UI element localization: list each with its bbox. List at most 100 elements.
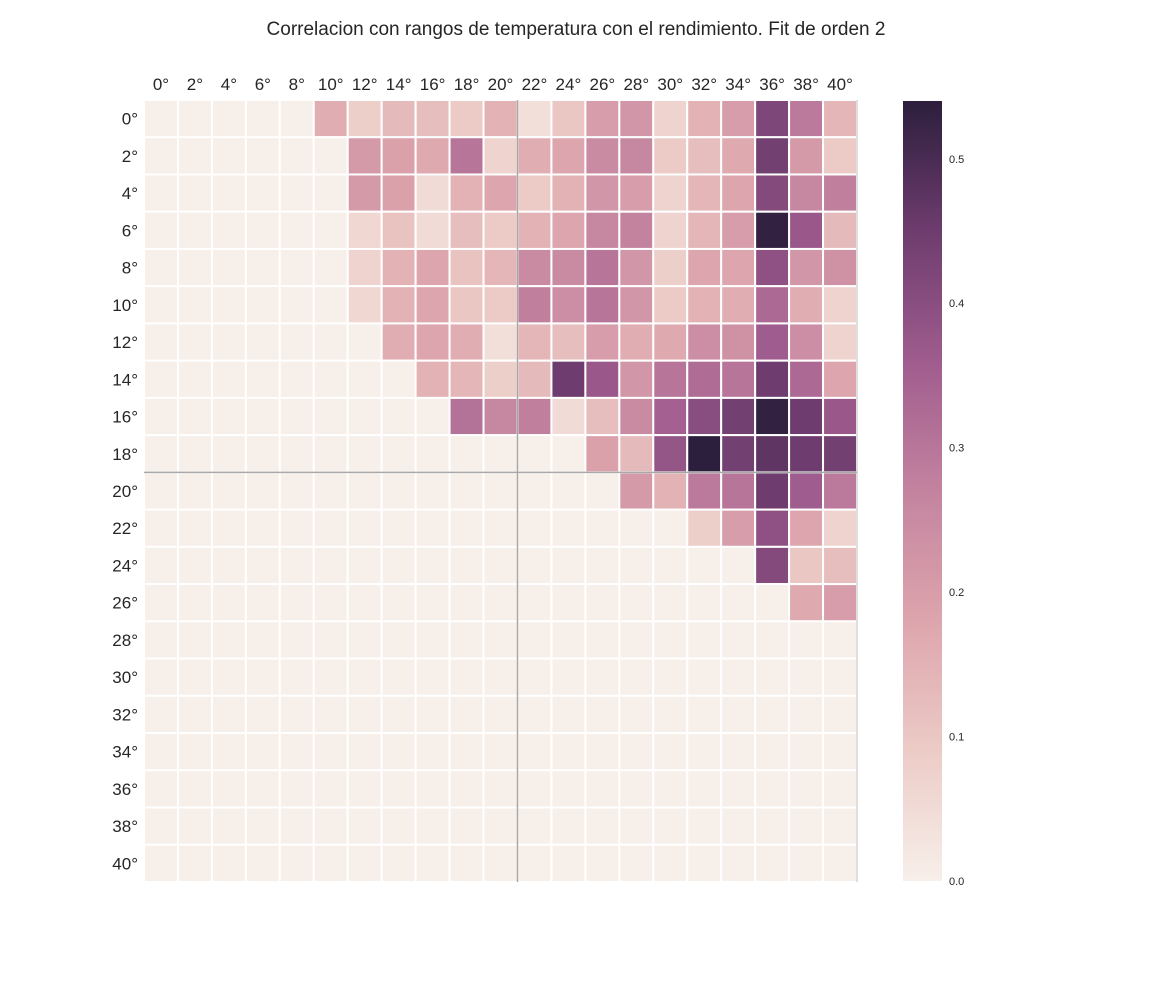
heatmap-cell — [312, 769, 349, 809]
heatmap-cell — [482, 99, 519, 139]
heatmap-cell — [482, 545, 519, 586]
x-tick-label: 6° — [255, 75, 271, 94]
heatmap-cell — [414, 545, 451, 586]
heatmap-cell — [618, 136, 655, 176]
heatmap-cell — [210, 210, 247, 250]
heatmap-cell — [652, 136, 689, 176]
heatmap-cell — [584, 769, 621, 809]
heatmap-cell — [210, 583, 247, 623]
heatmap-cell — [516, 136, 553, 176]
heatmap-cell — [244, 210, 281, 250]
heatmap-cell — [244, 322, 281, 362]
heatmap-cell — [448, 694, 485, 735]
heatmap-cell — [346, 99, 383, 139]
heatmap-cell — [822, 508, 858, 548]
heatmap-cell — [176, 694, 213, 735]
heatmap-cell — [176, 285, 213, 325]
heatmap-cell — [754, 694, 791, 735]
y-tick-label: 16° — [112, 408, 138, 427]
heatmap-cell — [652, 396, 689, 437]
heatmap-cell — [176, 583, 213, 623]
heatmap-cell — [176, 210, 213, 250]
heatmap-cell — [380, 769, 417, 809]
heatmap-cell — [720, 732, 757, 772]
heatmap-cell — [516, 247, 553, 288]
heatmap-cell — [754, 843, 791, 883]
heatmap-cell — [312, 657, 349, 697]
heatmap-cell — [380, 583, 417, 623]
heatmap-cell — [143, 545, 179, 586]
heatmap-cell — [448, 732, 485, 772]
heatmap-cell — [244, 359, 281, 399]
heatmap-cell — [720, 620, 757, 660]
heatmap-cell — [652, 285, 689, 325]
heatmap-cell — [652, 99, 689, 139]
heatmap-cell — [550, 806, 587, 846]
heatmap-cell — [346, 173, 383, 213]
heatmap-cell — [312, 545, 349, 586]
heatmap-cell — [550, 285, 587, 325]
heatmap-cell — [584, 843, 621, 883]
heatmap-cell — [143, 508, 179, 548]
heatmap-cell — [448, 545, 485, 586]
heatmap-cell — [516, 359, 553, 399]
heatmap-cell — [414, 173, 451, 213]
heatmap-cell — [550, 769, 587, 809]
heatmap-cell — [312, 173, 349, 213]
heatmap-cell — [686, 806, 723, 846]
colorbar-tick-label: 0.0 — [949, 876, 964, 888]
y-tick-label: 22° — [112, 519, 138, 538]
heatmap-cell — [652, 322, 689, 362]
heatmap-cell — [754, 99, 791, 139]
heatmap-cell — [550, 843, 587, 883]
heatmap-cell — [210, 359, 247, 399]
heatmap-cell — [414, 843, 451, 883]
heatmap-cell — [210, 173, 247, 213]
heatmap-cell — [278, 173, 315, 213]
y-tick-label: 34° — [112, 743, 138, 762]
heatmap-cell — [448, 806, 485, 846]
heatmap-cell — [788, 99, 825, 139]
heatmap-cell — [210, 434, 247, 474]
heatmap-cell — [788, 732, 825, 772]
heatmap-cell — [414, 285, 451, 325]
heatmap-cell — [244, 136, 281, 176]
heatmap-cell — [822, 769, 858, 809]
heatmap-cell — [822, 247, 858, 288]
heatmap-cell — [550, 396, 587, 437]
heatmap-cell — [788, 620, 825, 660]
heatmap-cell — [143, 285, 179, 325]
heatmap-cell — [143, 843, 179, 883]
heatmap-cell — [482, 434, 519, 474]
heatmap-cell — [244, 173, 281, 213]
heatmap-cell — [686, 136, 723, 176]
heatmap-cell — [380, 545, 417, 586]
heatmap-cell — [754, 173, 791, 213]
heatmap-cell — [652, 657, 689, 697]
heatmap-cell — [312, 732, 349, 772]
heatmap-cell — [822, 657, 858, 697]
heatmap-cell — [720, 583, 757, 623]
heatmap-cell — [312, 136, 349, 176]
heatmap-cell — [754, 545, 791, 586]
heatmap-cell — [380, 620, 417, 660]
chart-title: Correlacion con rangos de temperatura co… — [267, 19, 886, 40]
heatmap-cell — [482, 136, 519, 176]
heatmap-cell — [584, 99, 621, 139]
heatmap-cell — [788, 247, 825, 288]
heatmap-cell — [550, 471, 587, 511]
heatmap-cell — [176, 247, 213, 288]
x-tick-label: 16° — [420, 75, 446, 94]
heatmap-cell — [176, 322, 213, 362]
heatmap-cell — [754, 657, 791, 697]
colorbar-tick-label: 0.4 — [949, 298, 964, 310]
heatmap-cell — [448, 508, 485, 548]
heatmap-cell — [380, 285, 417, 325]
heatmap-cell — [482, 247, 519, 288]
heatmap-cell — [210, 285, 247, 325]
y-tick-label: 18° — [112, 445, 138, 464]
heatmap-cell — [176, 806, 213, 846]
heatmap-cell — [720, 806, 757, 846]
heatmap-cell — [380, 694, 417, 735]
